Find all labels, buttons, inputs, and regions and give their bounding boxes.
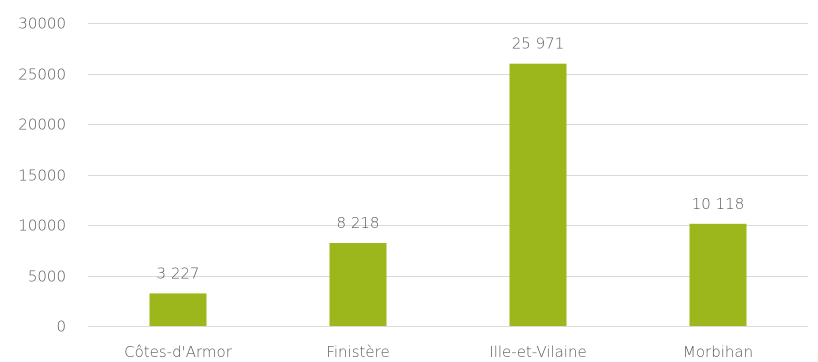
y-tick-label: 20000 <box>18 116 66 134</box>
data-label: 8 218 <box>337 214 380 232</box>
x-tick-label: Côtes-d'Armor <box>124 343 233 361</box>
bar <box>149 293 207 326</box>
data-label: 10 118 <box>692 195 745 213</box>
bar <box>689 223 747 326</box>
x-tick-label: Morbihan <box>683 343 753 361</box>
x-tick-label: Finistère <box>326 343 389 361</box>
y-tick-label: 10000 <box>18 217 66 235</box>
data-label: 25 971 <box>512 35 565 53</box>
y-tick-label: 0 <box>56 318 66 336</box>
gridlines <box>88 23 808 327</box>
y-axis: 0 5000 10000 15000 20000 25000 30000 <box>18 15 66 336</box>
data-labels: 3 227 8 218 25 971 10 118 <box>157 35 745 283</box>
bars <box>149 63 747 326</box>
y-tick-label: 30000 <box>18 15 66 33</box>
y-tick-label: 25000 <box>18 66 66 84</box>
x-axis: Côtes-d'Armor Finistère Ille-et-Vilaine Mor… <box>124 343 753 361</box>
bar <box>329 242 387 326</box>
bar <box>509 63 567 326</box>
y-tick-label: 15000 <box>18 167 66 185</box>
data-label: 3 227 <box>157 264 200 282</box>
x-tick-label: Ille-et-Vilaine <box>489 343 586 361</box>
y-tick-label: 5000 <box>28 268 66 286</box>
